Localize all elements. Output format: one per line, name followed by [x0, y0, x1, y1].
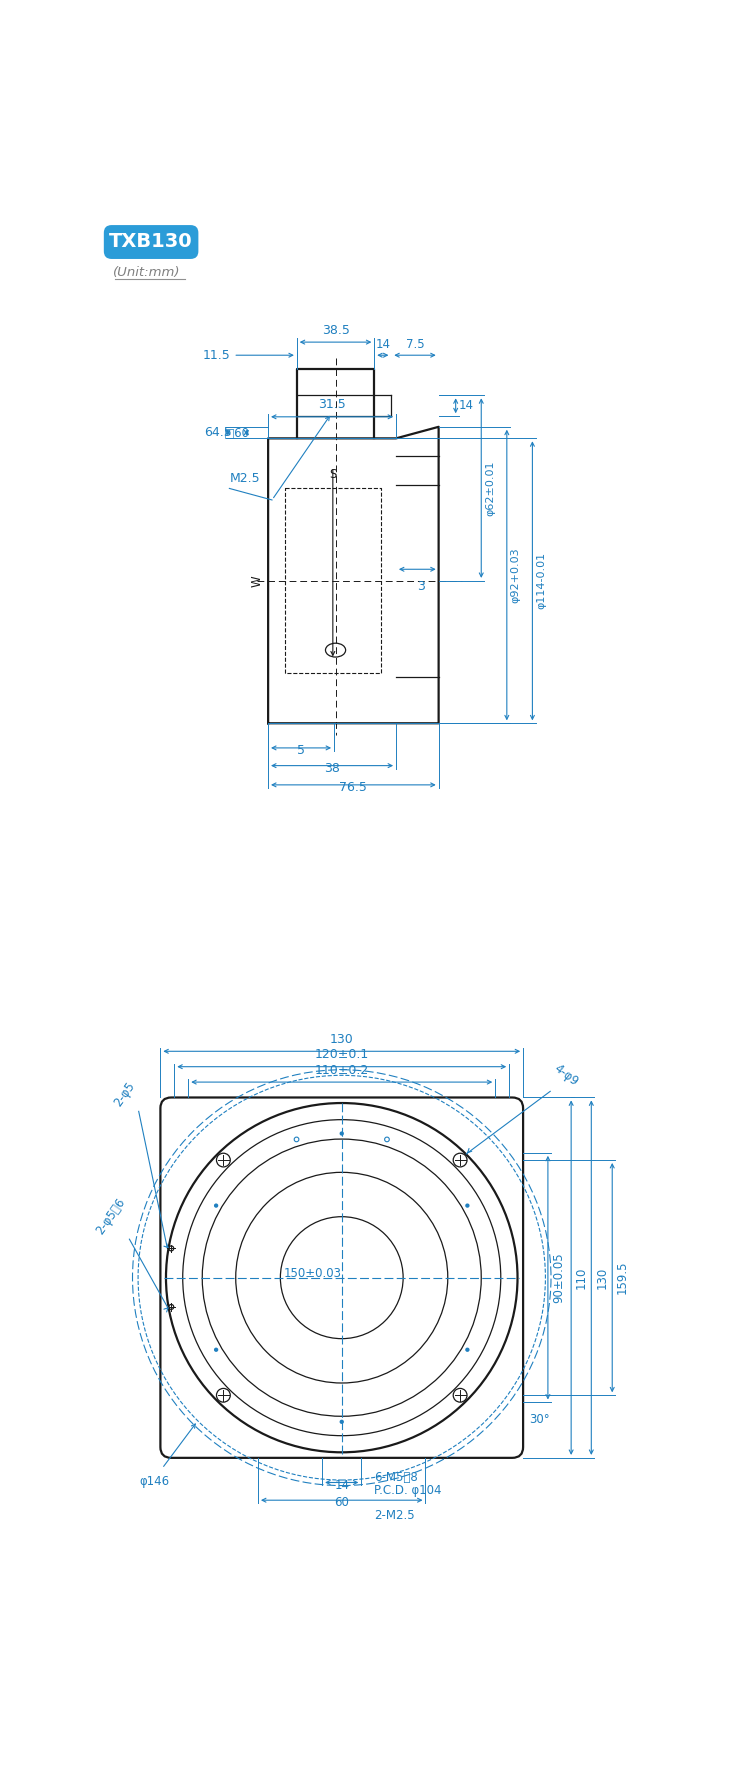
Text: 3: 3: [417, 580, 425, 592]
Text: 14: 14: [334, 1479, 350, 1491]
Text: φ114-0.01: φ114-0.01: [536, 551, 546, 610]
Text: (Unit:mm): (Unit:mm): [112, 266, 180, 278]
Text: 90±0.05: 90±0.05: [552, 1252, 565, 1303]
Text: 38: 38: [324, 762, 340, 775]
Text: 14: 14: [375, 337, 390, 351]
Text: P.C.D. φ104: P.C.D. φ104: [374, 1484, 442, 1496]
Text: 130: 130: [330, 1034, 354, 1046]
Circle shape: [214, 1347, 218, 1351]
Text: 6-M5深8: 6-M5深8: [374, 1470, 418, 1484]
Text: 2-M2.5: 2-M2.5: [374, 1509, 415, 1521]
Circle shape: [340, 1420, 344, 1424]
Text: □60: □60: [224, 426, 250, 440]
Text: 31.5: 31.5: [318, 399, 346, 411]
Text: S: S: [329, 468, 337, 480]
Text: 76.5: 76.5: [340, 782, 368, 794]
Text: 30°: 30°: [530, 1413, 550, 1425]
Text: 110±0.2: 110±0.2: [315, 1064, 369, 1076]
Text: 2-φ5深6: 2-φ5深6: [94, 1195, 128, 1238]
Circle shape: [465, 1347, 470, 1351]
Text: 159.5: 159.5: [616, 1261, 629, 1294]
Text: 2-φ5: 2-φ5: [111, 1080, 137, 1110]
Text: W: W: [251, 574, 264, 587]
Text: 4-φ9: 4-φ9: [552, 1062, 581, 1089]
Text: 14: 14: [459, 399, 474, 413]
FancyBboxPatch shape: [104, 225, 198, 259]
Text: 60: 60: [334, 1496, 350, 1509]
FancyBboxPatch shape: [160, 1097, 523, 1457]
Text: 11.5: 11.5: [202, 349, 230, 362]
Text: 150±0.03: 150±0.03: [284, 1266, 341, 1280]
Circle shape: [465, 1204, 470, 1207]
Circle shape: [340, 1131, 344, 1136]
Text: 38.5: 38.5: [322, 324, 350, 337]
Text: M2.5: M2.5: [230, 472, 260, 484]
Text: TXB130: TXB130: [110, 232, 193, 250]
Circle shape: [214, 1204, 218, 1207]
Text: 130: 130: [596, 1266, 608, 1289]
Text: 7.5: 7.5: [406, 337, 424, 351]
Text: φ92+0.03: φ92+0.03: [511, 548, 520, 603]
Text: 64.5: 64.5: [204, 426, 232, 440]
Text: 120±0.1: 120±0.1: [315, 1048, 369, 1062]
Text: 110: 110: [575, 1266, 588, 1289]
Text: φ146: φ146: [140, 1475, 170, 1488]
Text: φ62±0.01: φ62±0.01: [485, 461, 495, 516]
Text: 5: 5: [297, 745, 305, 757]
